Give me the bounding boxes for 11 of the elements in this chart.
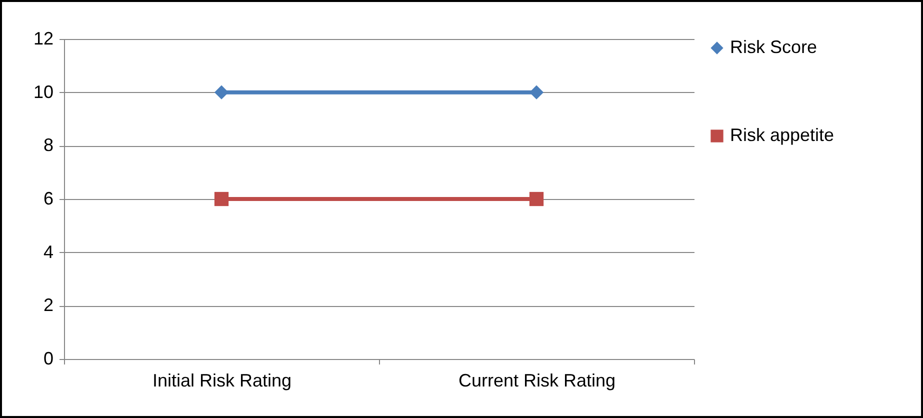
y-tick-label: 12: [33, 28, 54, 48]
y-tick-label: 10: [33, 82, 54, 102]
x-tick-label: Current Risk Rating: [458, 370, 616, 390]
y-tick-label: 6: [43, 188, 54, 208]
legend-label: Risk appetite: [730, 125, 834, 145]
y-tick-label: 0: [43, 348, 54, 368]
x-tick-label: Initial Risk Rating: [152, 370, 292, 390]
legend-label: Risk Score: [730, 37, 818, 57]
y-tick-label: 4: [43, 242, 54, 262]
y-tick-label: 8: [43, 135, 54, 156]
y-tick-label: 2: [43, 295, 54, 316]
